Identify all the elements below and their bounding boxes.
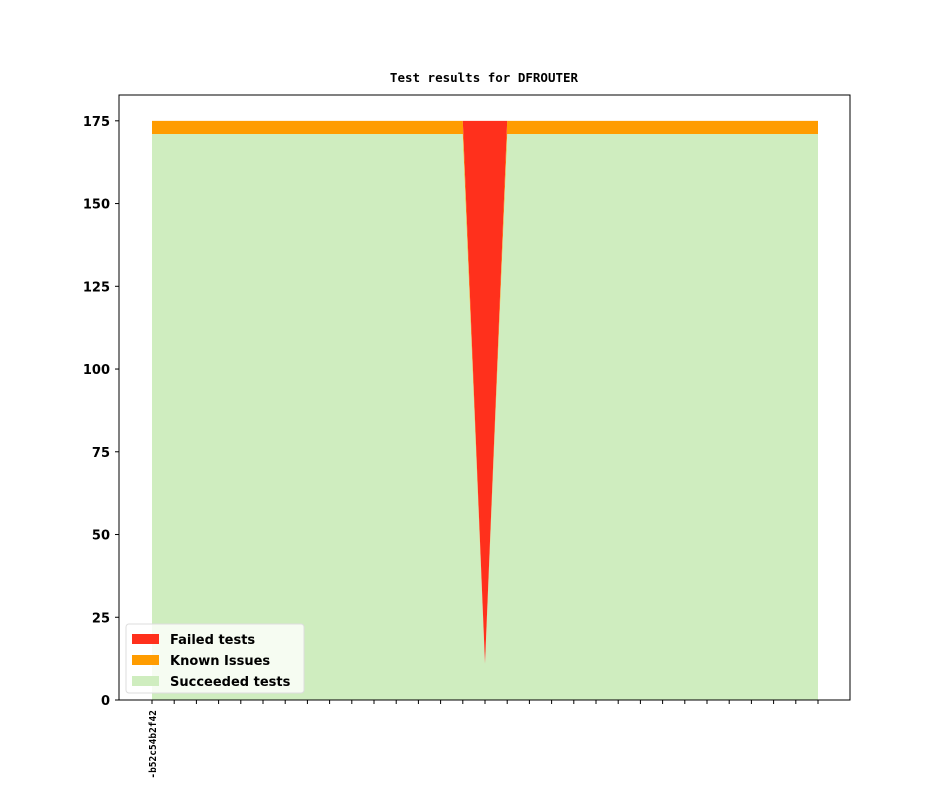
area: [152, 120, 818, 664]
legend-label: Known Issues: [170, 654, 270, 669]
chart-title: Test results for DFROUTER: [390, 70, 579, 85]
x-tick-label: -b52c54b2f42: [148, 710, 159, 779]
legend-label: Failed tests: [170, 633, 255, 648]
legend-swatch: [132, 634, 159, 644]
legend-label: Succeeded tests: [170, 675, 291, 690]
y-tick-label: 175: [83, 115, 110, 130]
y-tick-label: 0: [101, 694, 110, 709]
legend-swatch: [132, 676, 159, 686]
legend-swatch: [132, 655, 159, 665]
y-tick-label: 50: [92, 529, 110, 544]
legend-box: [125, 623, 305, 694]
y-tick-label: 75: [92, 446, 110, 461]
y-tick-label: 125: [83, 280, 110, 295]
y-tick-label: 100: [83, 363, 110, 378]
area: [152, 134, 818, 701]
y-tick-label: 150: [83, 198, 110, 213]
y-tick-label: 25: [92, 611, 110, 626]
